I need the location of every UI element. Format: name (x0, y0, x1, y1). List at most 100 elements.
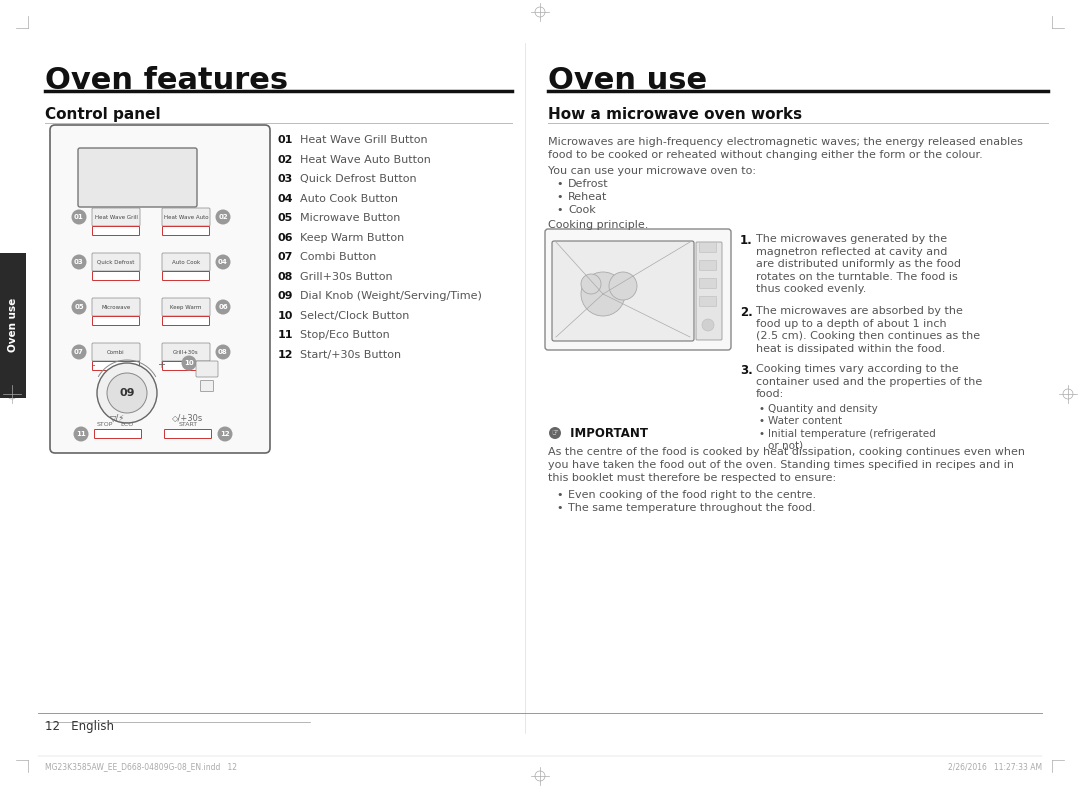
FancyBboxPatch shape (95, 429, 141, 438)
FancyBboxPatch shape (50, 125, 270, 453)
FancyBboxPatch shape (164, 429, 212, 438)
Text: are distributed uniformly as the food: are distributed uniformly as the food (756, 259, 961, 269)
FancyBboxPatch shape (545, 229, 731, 350)
Text: ☞: ☞ (552, 429, 558, 437)
Text: 05: 05 (278, 213, 294, 223)
Circle shape (549, 427, 561, 439)
FancyBboxPatch shape (700, 278, 716, 288)
Text: 04: 04 (218, 259, 228, 265)
Text: 10: 10 (184, 360, 194, 366)
Text: START: START (178, 422, 198, 426)
Text: •: • (556, 192, 563, 202)
Text: •: • (556, 179, 563, 189)
FancyBboxPatch shape (201, 381, 214, 392)
Text: •: • (556, 490, 563, 500)
Text: +: + (157, 360, 165, 370)
Text: food:: food: (756, 389, 784, 399)
Text: Keep Warm: Keep Warm (171, 304, 202, 310)
Text: The microwaves generated by the: The microwaves generated by the (756, 234, 947, 244)
Circle shape (97, 363, 157, 423)
Text: 10: 10 (278, 310, 294, 321)
Text: Auto Cook: Auto Cook (172, 259, 200, 265)
FancyBboxPatch shape (162, 362, 210, 370)
Text: food up to a depth of about 1 inch: food up to a depth of about 1 inch (756, 318, 947, 329)
Text: •: • (556, 503, 563, 513)
Text: 08: 08 (278, 272, 294, 281)
FancyBboxPatch shape (93, 226, 139, 236)
Circle shape (216, 299, 230, 314)
FancyBboxPatch shape (0, 253, 26, 398)
Text: Grill+30s: Grill+30s (173, 350, 199, 355)
FancyBboxPatch shape (93, 362, 139, 370)
Text: IMPORTANT: IMPORTANT (566, 426, 648, 440)
Text: food to be cooked or reheated without changing either the form or the colour.: food to be cooked or reheated without ch… (548, 150, 983, 160)
Text: 02: 02 (278, 154, 294, 165)
Circle shape (73, 426, 89, 441)
Text: The same temperature throughout the food.: The same temperature throughout the food… (568, 503, 815, 513)
Text: Microwave Button: Microwave Button (300, 213, 401, 223)
Text: 02: 02 (218, 214, 228, 220)
Text: Quantity and density: Quantity and density (768, 403, 878, 414)
FancyBboxPatch shape (162, 317, 210, 325)
Text: Dial Knob (Weight/Serving/Time): Dial Knob (Weight/Serving/Time) (300, 291, 482, 301)
FancyBboxPatch shape (700, 261, 716, 270)
Text: 07: 07 (75, 349, 84, 355)
Text: ▽/⚡: ▽/⚡ (110, 414, 125, 422)
Text: 03: 03 (75, 259, 84, 265)
Text: magnetron reflected at cavity and: magnetron reflected at cavity and (756, 247, 947, 257)
Text: 2/26/2016   11:27:33 AM: 2/26/2016 11:27:33 AM (948, 762, 1042, 771)
Text: Initial temperature (refrigerated: Initial temperature (refrigerated (768, 429, 935, 438)
Text: How a microwave oven works: How a microwave oven works (548, 107, 802, 122)
Text: 08: 08 (218, 349, 228, 355)
Text: Heat Wave Auto Button: Heat Wave Auto Button (300, 154, 431, 165)
Text: 01: 01 (278, 135, 294, 145)
Circle shape (71, 210, 86, 225)
Circle shape (581, 274, 600, 294)
Text: Combi Button: Combi Button (300, 252, 376, 262)
Circle shape (581, 272, 625, 316)
Text: heat is dissipated within the food.: heat is dissipated within the food. (756, 344, 945, 354)
Text: 12: 12 (278, 350, 294, 359)
Text: rotates on the turntable. The food is: rotates on the turntable. The food is (756, 272, 958, 281)
Text: or not): or not) (768, 440, 804, 450)
FancyBboxPatch shape (162, 226, 210, 236)
Text: ECO: ECO (120, 422, 134, 426)
Text: 12   English: 12 English (45, 720, 114, 733)
FancyBboxPatch shape (92, 253, 140, 271)
FancyBboxPatch shape (93, 272, 139, 281)
Text: 06: 06 (218, 304, 228, 310)
Text: You can use your microwave oven to:: You can use your microwave oven to: (548, 166, 756, 176)
Text: 12: 12 (220, 431, 230, 437)
Circle shape (107, 373, 147, 413)
FancyBboxPatch shape (78, 148, 197, 207)
Text: Defrost: Defrost (568, 179, 609, 189)
Text: Oven features: Oven features (45, 66, 288, 95)
Text: Quick Defrost Button: Quick Defrost Button (300, 174, 417, 184)
Circle shape (71, 299, 86, 314)
Text: As the centre of the food is cooked by heat dissipation, cooking continues even : As the centre of the food is cooked by h… (548, 447, 1025, 457)
Text: Oven use: Oven use (548, 66, 707, 95)
Text: 05: 05 (75, 304, 84, 310)
FancyBboxPatch shape (92, 298, 140, 316)
Text: Even cooking of the food right to the centre.: Even cooking of the food right to the ce… (568, 490, 816, 500)
Text: Start/+30s Button: Start/+30s Button (300, 350, 401, 359)
Circle shape (217, 426, 232, 441)
Text: 09: 09 (278, 291, 294, 301)
FancyBboxPatch shape (92, 208, 140, 226)
Text: container used and the properties of the: container used and the properties of the (756, 377, 982, 386)
Circle shape (216, 255, 230, 269)
Text: Microwave: Microwave (102, 304, 131, 310)
FancyBboxPatch shape (552, 241, 694, 341)
Circle shape (71, 344, 86, 359)
Text: 01: 01 (75, 214, 84, 220)
Text: Heat Wave Auto: Heat Wave Auto (164, 214, 208, 220)
Text: Quick Defrost: Quick Defrost (97, 259, 135, 265)
FancyBboxPatch shape (700, 243, 716, 252)
Text: Cooking times vary according to the: Cooking times vary according to the (756, 364, 959, 374)
Text: 1.: 1. (740, 234, 753, 247)
FancyBboxPatch shape (162, 298, 210, 316)
Circle shape (71, 255, 86, 269)
Circle shape (216, 344, 230, 359)
FancyBboxPatch shape (162, 253, 210, 271)
Text: STOP: STOP (97, 422, 113, 426)
